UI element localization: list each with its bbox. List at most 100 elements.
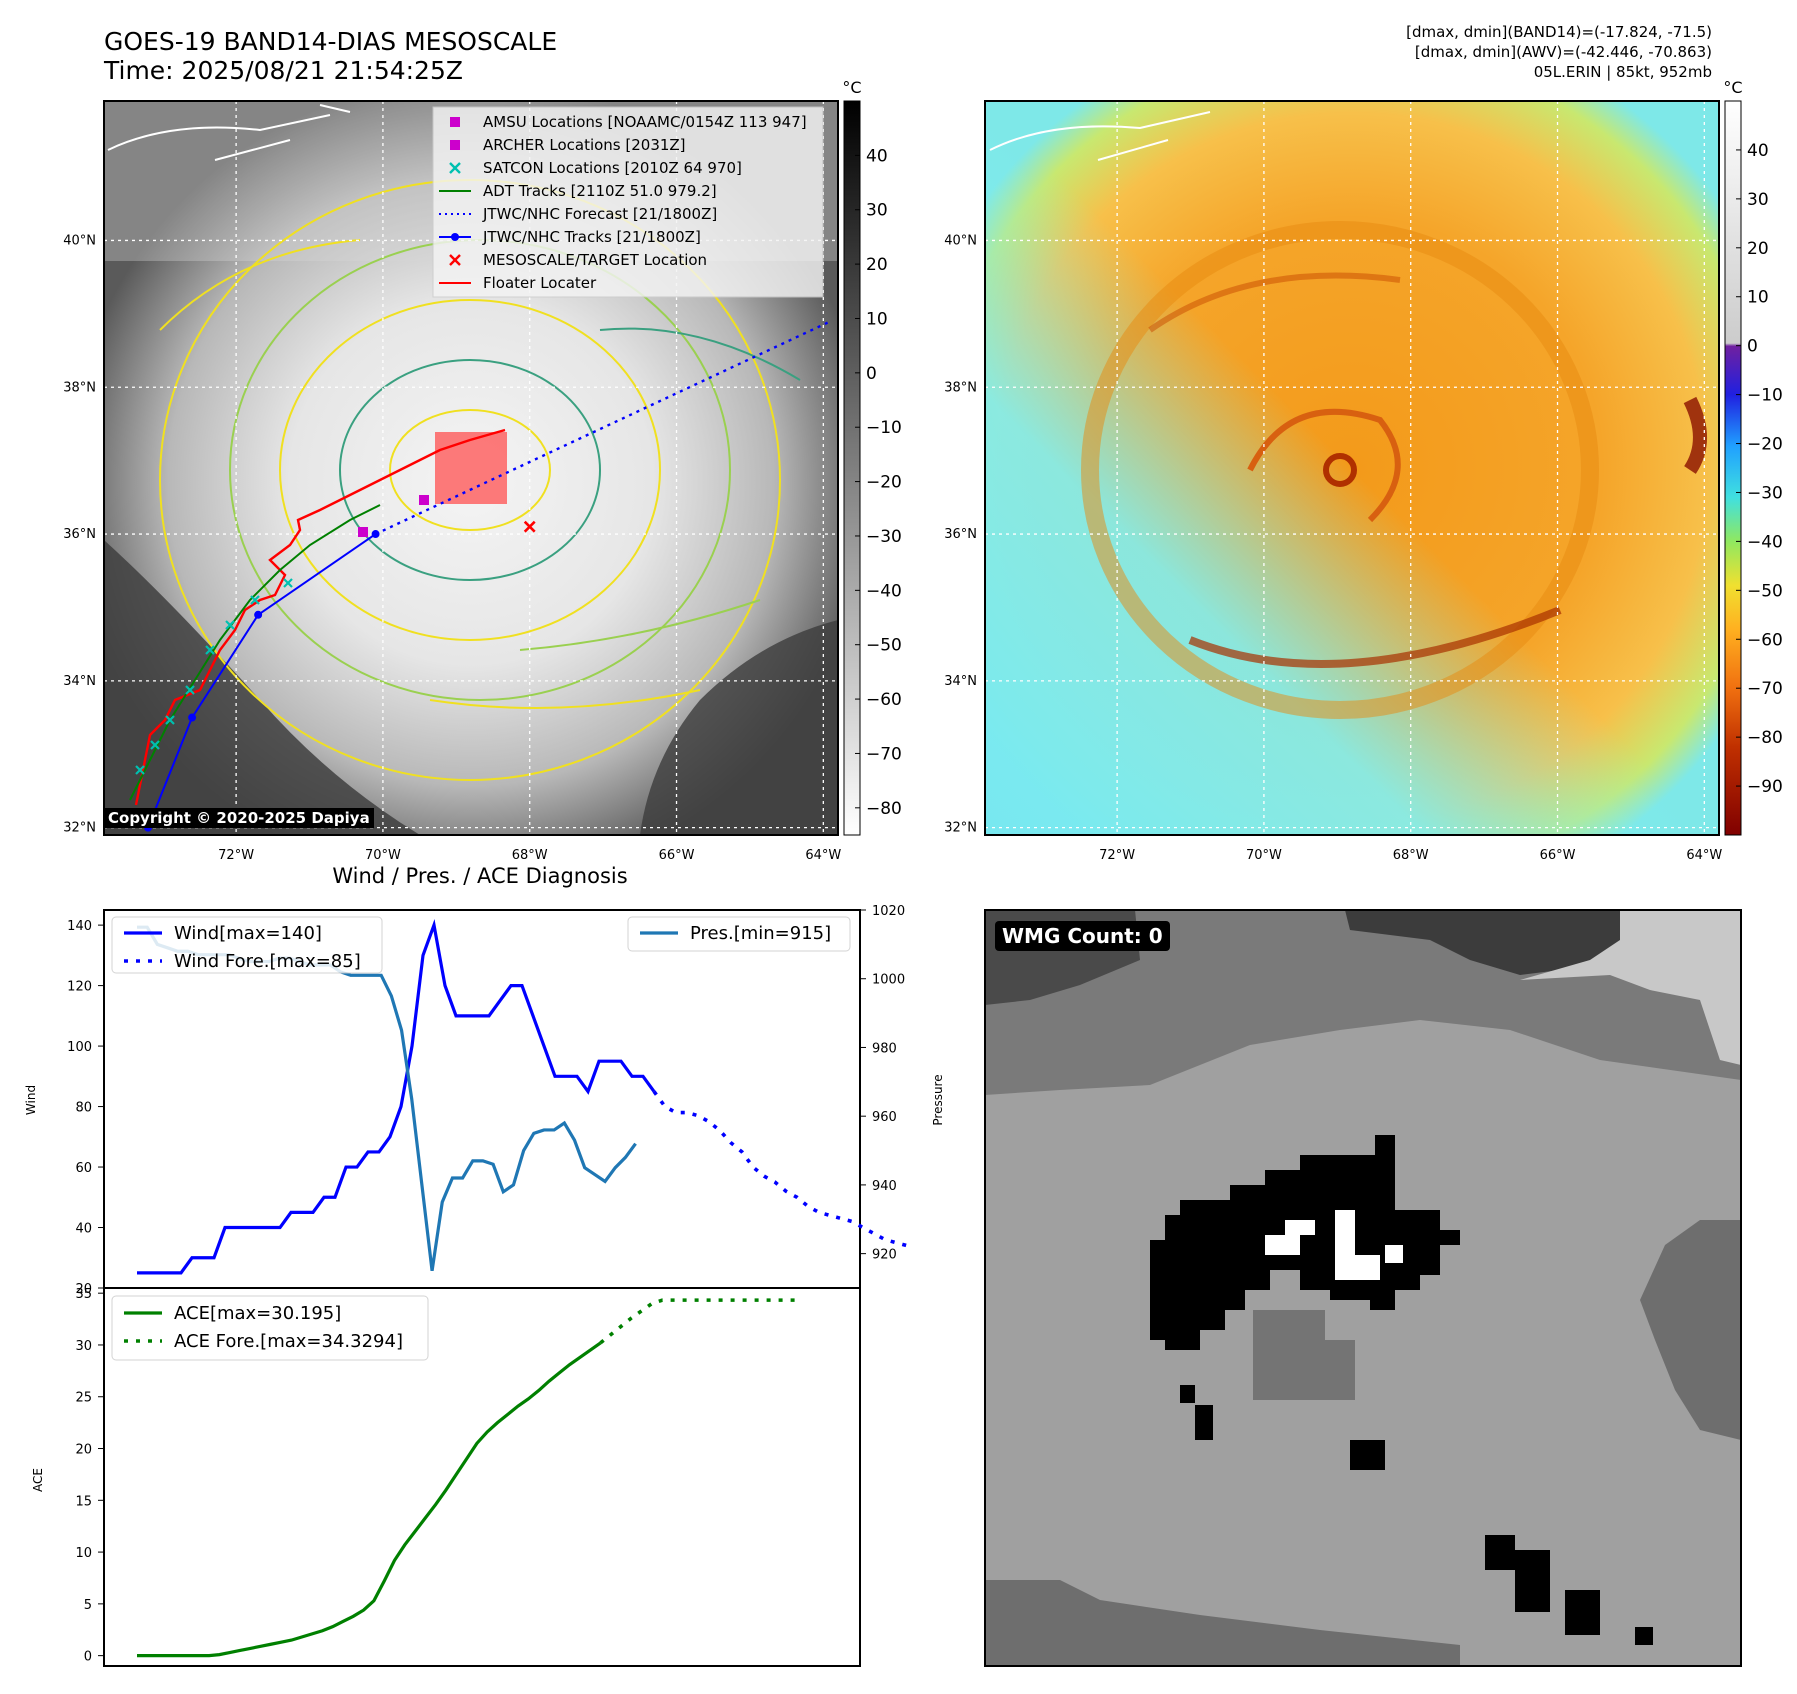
info-line1: [dmax, dmin](BAND14)=(-17.824, -71.5) — [1406, 23, 1712, 41]
ace-ytick-label: 5 — [84, 1598, 92, 1613]
pressure-ytick-label: 960 — [872, 1110, 897, 1125]
satcon-marker — [205, 645, 215, 655]
colorbar-tick-label: −30 — [1747, 483, 1783, 503]
colorbar-tick-label: −10 — [866, 418, 902, 438]
colorbar-tick-label: −50 — [866, 636, 902, 656]
lon-tick-label: 72°W — [218, 848, 254, 863]
colorbar-tick-label: 10 — [866, 309, 888, 329]
ir-colorbar-unit: °C — [842, 78, 861, 97]
colorbar-tick-label: −40 — [866, 581, 902, 601]
legend-label: Wind Fore.[max=85] — [174, 951, 361, 972]
satcon-marker — [165, 715, 175, 725]
legend-label: ACE Fore.[max=34.3294] — [174, 1331, 403, 1352]
nhc-track-point — [254, 610, 263, 619]
pressure-ytick-label: 1020 — [872, 904, 905, 919]
ace-panel: 0 5 10 15 20 25 30 35 ACE ACE[max=30.195] ACE For… — [31, 1287, 861, 1667]
wind-ytick-label: 140 — [67, 919, 92, 934]
colorbar-tick-label: 20 — [1747, 239, 1769, 259]
colorbar-tick-label: −10 — [1747, 386, 1783, 406]
colorbar-tick-label: −70 — [866, 744, 902, 764]
colorbar-tick-label: 30 — [1747, 190, 1769, 210]
colorbar-tick-label: 10 — [1747, 288, 1769, 308]
colorbar-tick-label: −50 — [1747, 581, 1783, 601]
pressure-ytick-label: 1000 — [872, 973, 905, 988]
lon-tick-label: 66°W — [659, 848, 695, 863]
wmg-count-label: WMG Count: 0 — [995, 921, 1170, 951]
ace-ytick-label: 35 — [75, 1287, 92, 1302]
colorbar-tick-label: −40 — [1747, 532, 1783, 552]
legend-label: ACE[max=30.195] — [174, 1303, 341, 1324]
ir-legend-box — [432, 106, 824, 298]
legend-label: ARCHER Locations [2031Z] — [483, 136, 686, 154]
ace-ytick-label: 20 — [75, 1443, 92, 1458]
colorbar-tick-label: −60 — [866, 690, 902, 710]
colorbar-tick-label: 20 — [866, 255, 888, 275]
lat-tick-label: 40°N — [944, 233, 977, 248]
legend-label: Wind[max=140] — [174, 923, 322, 944]
satcon-marker — [283, 578, 293, 588]
lat-tick-label: 38°N — [63, 380, 96, 395]
wind-legend-box — [111, 916, 383, 974]
colorbar-tick-label: −30 — [866, 527, 902, 547]
ace-ytick-label: 0 — [84, 1650, 92, 1665]
legend-label: JTWC/NHC Forecast [21/1800Z] — [482, 205, 717, 223]
lon-tick-label: 68°W — [512, 848, 548, 863]
satcon-marker — [185, 685, 195, 695]
lat-tick-label: 36°N — [63, 527, 96, 542]
info-line2: [dmax, dmin](AWV)=(-42.446, -70.863) — [1414, 43, 1712, 61]
lon-tick-label: 72°W — [1099, 848, 1135, 863]
legend-label: AMSU Locations [NOAAMC/0154Z 113 947] — [483, 113, 807, 131]
lat-tick-label: 32°N — [63, 821, 96, 836]
wind-ytick-label: 80 — [75, 1101, 92, 1116]
pressure-ytick-label: 920 — [872, 1248, 897, 1263]
satcon-marker — [225, 620, 235, 630]
pressure-ytick-label: 980 — [872, 1041, 897, 1056]
lon-tick-label: 70°W — [365, 848, 401, 863]
wind-ytick-label: 120 — [67, 980, 92, 995]
pressure-ytick-label: 940 — [872, 1179, 897, 1194]
colorbar-tick-label: −20 — [1747, 435, 1783, 455]
satcon-marker — [135, 765, 145, 775]
wv-colorbar-unit: °C — [1723, 78, 1742, 97]
lat-tick-label: 40°N — [63, 233, 96, 248]
legend-label: MESOSCALE/TARGET Location — [483, 251, 707, 269]
lon-tick-label: 64°W — [1686, 848, 1722, 863]
lat-tick-label: 34°N — [63, 674, 96, 689]
middle-title: Wind / Pres. / ACE Diagnosis — [332, 864, 628, 888]
ir-map-panel: AMSU Locations [NOAAMC/0154Z 113 947] ARC… — [63, 78, 902, 863]
lon-tick-label: 68°W — [1393, 848, 1429, 863]
wind-ytick-label: 100 — [67, 1040, 92, 1055]
ace-ytick-label: 25 — [75, 1391, 92, 1406]
colorbar-tick-label: 30 — [866, 201, 888, 221]
lon-tick-label: 64°W — [805, 848, 841, 863]
wind-ylabel: Wind — [24, 1085, 38, 1115]
ace-ylabel: ACE — [31, 1468, 45, 1492]
wind-ytick-label: 40 — [75, 1222, 92, 1237]
colorbar-tick-label: −70 — [1747, 679, 1783, 699]
legend-swatch — [449, 254, 461, 266]
colorbar-tick-label: −60 — [1747, 630, 1783, 650]
legend-swatch — [450, 117, 460, 127]
colorbar-tick-label: −90 — [1747, 777, 1783, 797]
ace-legend-box — [111, 1295, 429, 1361]
colorbar-tick-label: −20 — [866, 473, 902, 493]
lon-tick-label: 70°W — [1246, 848, 1282, 863]
pressure-legend-box — [627, 916, 851, 952]
ace-ytick-label: 15 — [75, 1494, 92, 1509]
lon-tick-label: 66°W — [1540, 848, 1576, 863]
wind-ytick-label: 20 — [75, 1282, 92, 1297]
pressure-ylabel: Pressure — [931, 1074, 945, 1125]
colorbar-tick-label: −80 — [1747, 728, 1783, 748]
colorbar-tick-label: 0 — [1747, 337, 1758, 357]
copyright-label: Copyright © 2020-2025 Dapiya — [104, 808, 374, 828]
colorbar-tick-label: 0 — [866, 364, 877, 384]
figure-title-line2: Time: 2025/08/21 21:54:25Z — [104, 56, 463, 85]
wv-map-panel: 72°W 70°W 68°W 66°W 64°W 40°N 38°N 36°N 34°N 32°N… — [944, 78, 1783, 863]
satcon-marker — [150, 740, 160, 750]
legend-label: Floater Locater — [483, 274, 597, 292]
info-line3: 05L.ERIN | 85kt, 952mb — [1533, 63, 1712, 81]
legend-swatch — [451, 233, 459, 241]
legend-swatch — [449, 162, 461, 174]
legend-label: Pres.[min=915] — [690, 923, 831, 944]
